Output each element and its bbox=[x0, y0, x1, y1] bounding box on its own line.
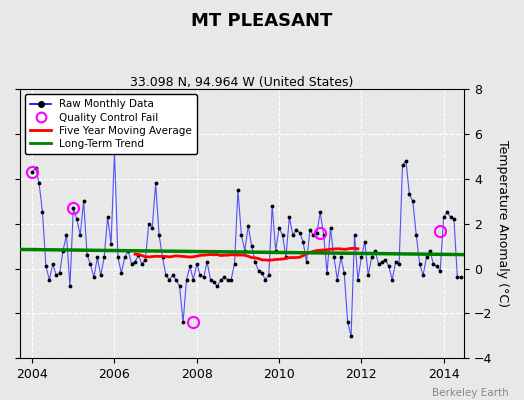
Text: Berkeley Earth: Berkeley Earth bbox=[432, 388, 508, 398]
Legend: Raw Monthly Data, Quality Control Fail, Five Year Moving Average, Long-Term Tren: Raw Monthly Data, Quality Control Fail, … bbox=[25, 94, 198, 154]
Title: 33.098 N, 94.964 W (United States): 33.098 N, 94.964 W (United States) bbox=[130, 76, 354, 89]
Y-axis label: Temperature Anomaly (°C): Temperature Anomaly (°C) bbox=[496, 140, 509, 307]
Text: MT PLEASANT: MT PLEASANT bbox=[191, 12, 333, 30]
